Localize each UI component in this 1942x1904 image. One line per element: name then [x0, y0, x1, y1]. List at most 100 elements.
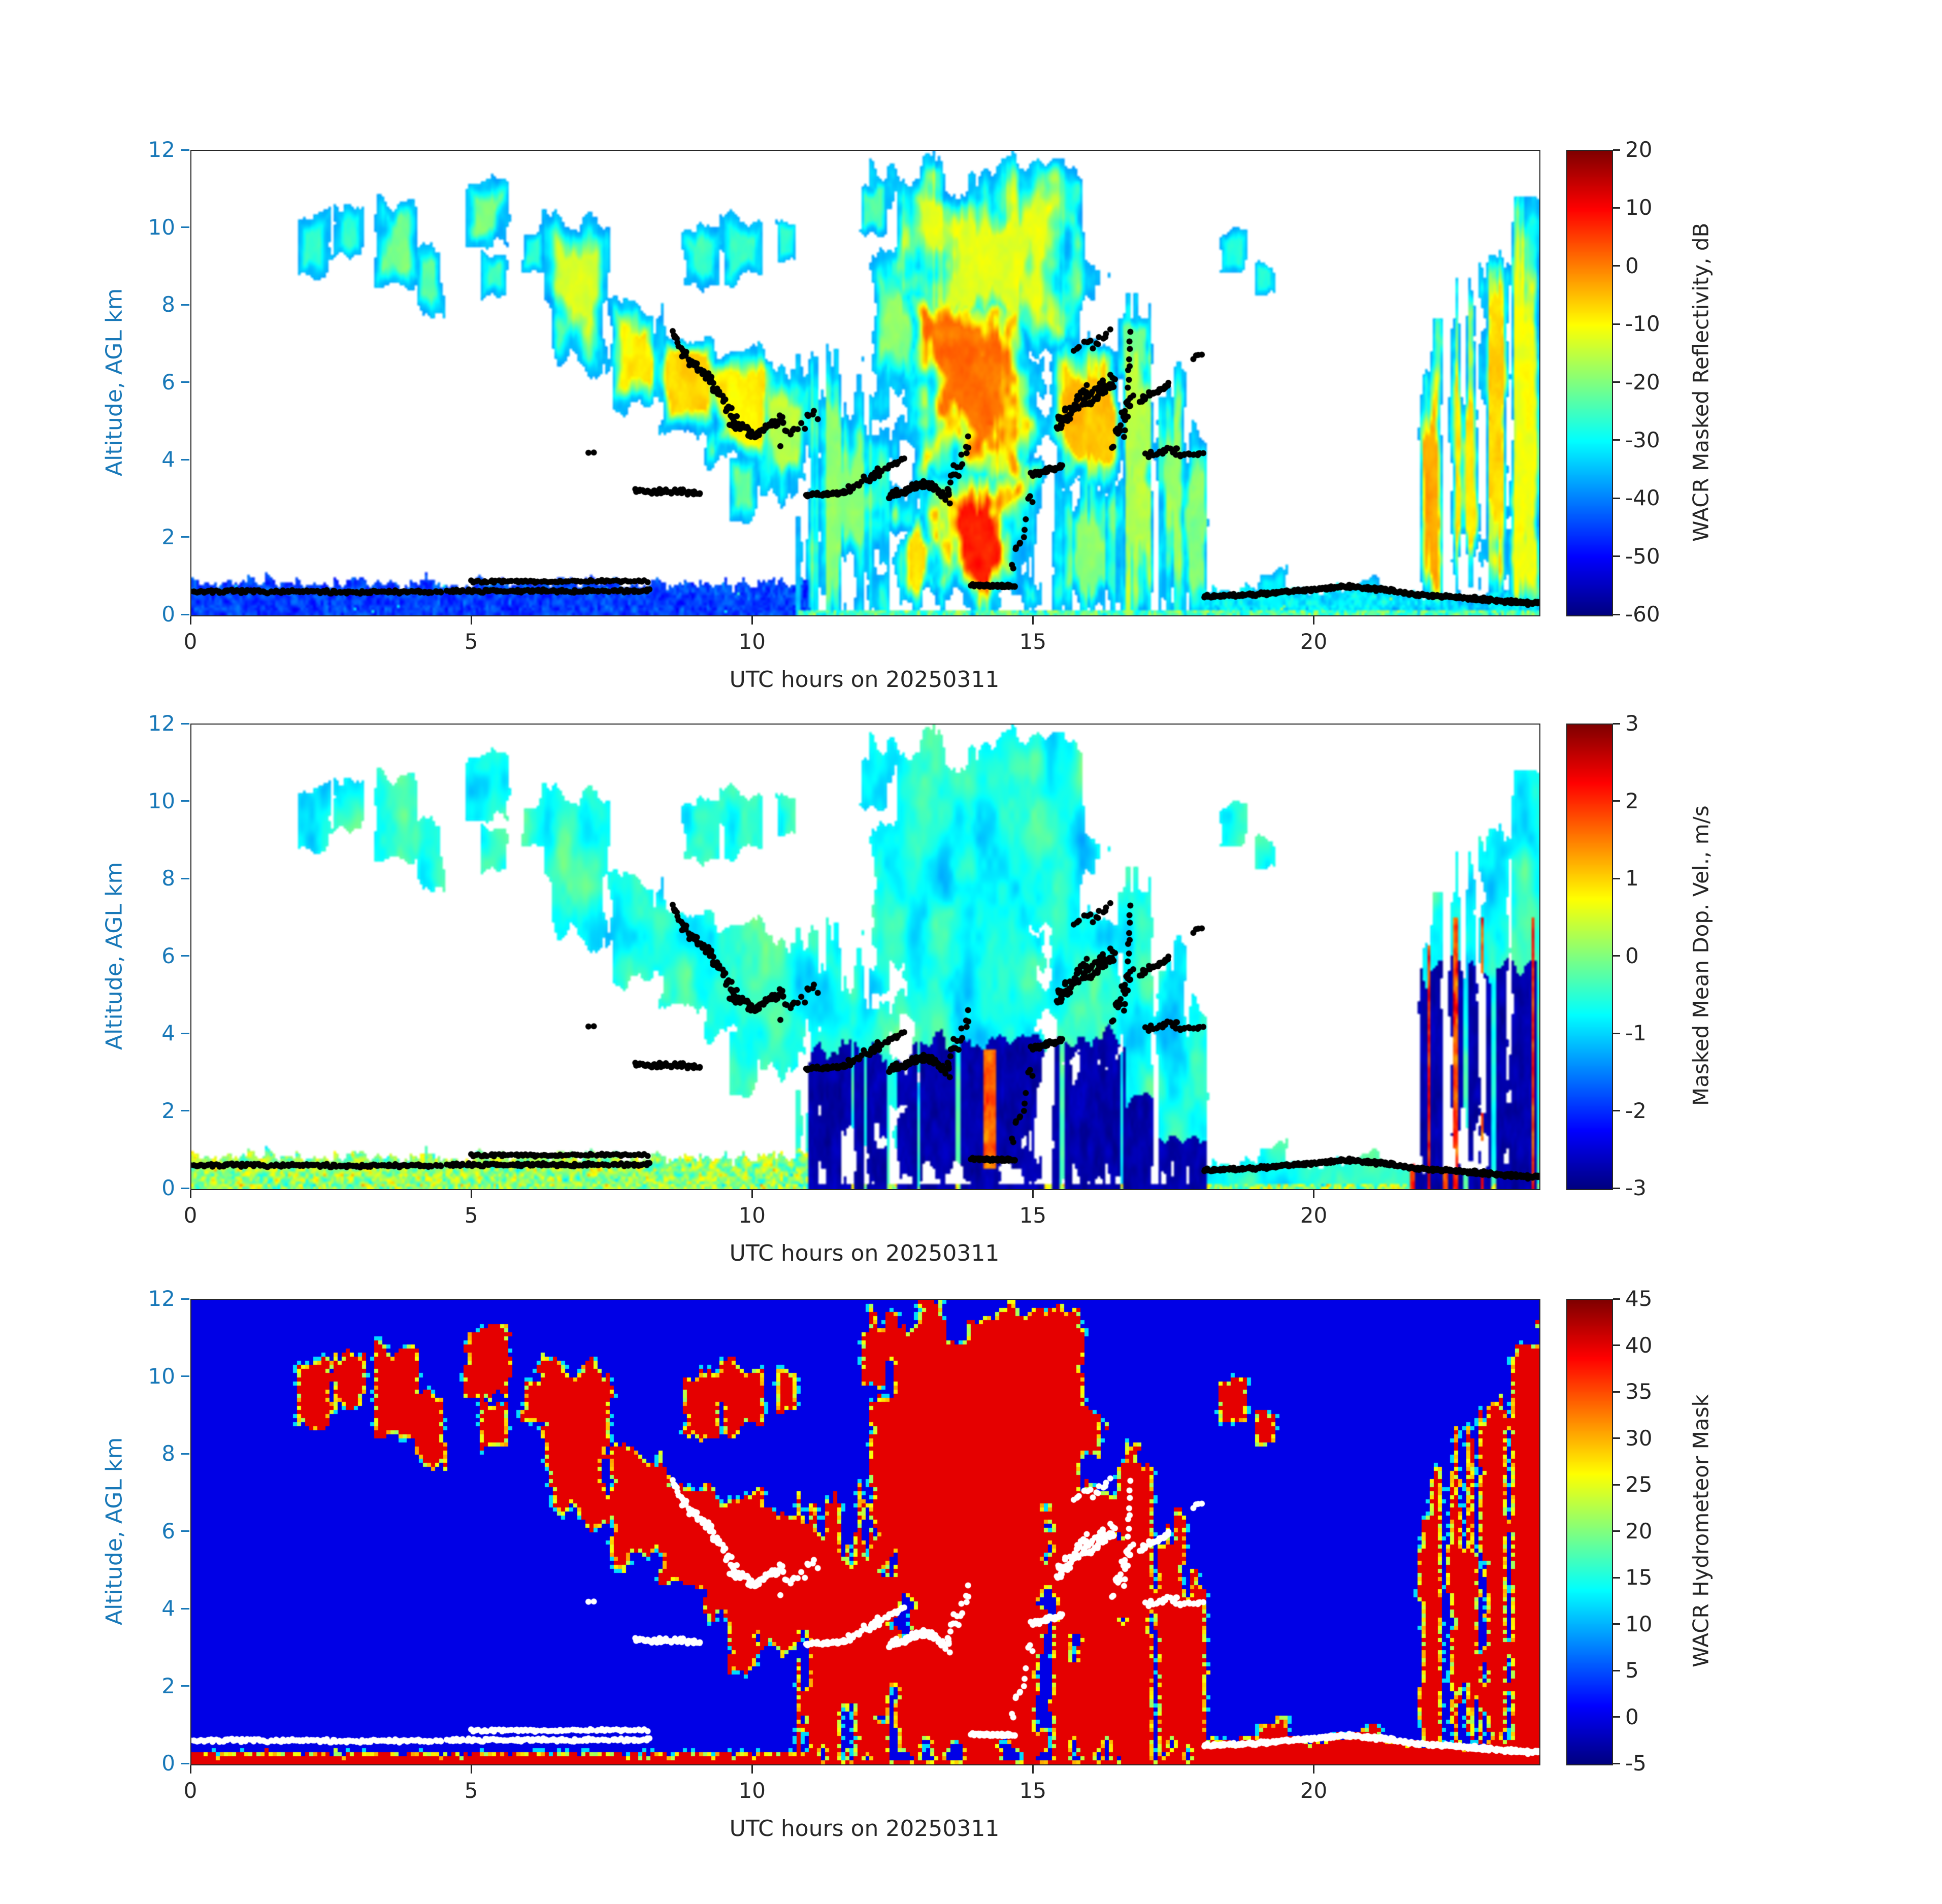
colorbar-tick-mark	[1613, 1577, 1620, 1579]
colorbar-tick-label: 20	[1625, 137, 1653, 162]
colorbar-gradient-canvas	[1567, 1300, 1612, 1764]
x-tick-mark	[189, 1190, 191, 1198]
x-tick-mark	[1032, 1765, 1034, 1774]
x-tick-mark	[751, 1190, 753, 1198]
y-tick-mark	[181, 723, 189, 725]
y-tick-mark	[181, 1607, 189, 1610]
x-tick-label: 5	[464, 1778, 478, 1803]
x-tick-mark	[1032, 1190, 1034, 1198]
colorbar-tick-mark	[1613, 1530, 1620, 1532]
y-tick-mark	[181, 1685, 189, 1687]
x-tick-label: 15	[1019, 629, 1047, 654]
colorbar-tick-mark	[1613, 497, 1620, 499]
y-tick-label: 8	[161, 866, 175, 891]
colorbar-tick-mark	[1613, 323, 1620, 325]
y-tick-label: 2	[161, 1098, 175, 1123]
panel-hydrometeor-mask: Altitude, AGL km UTC hours on 20250311 W…	[0, 1286, 1942, 1883]
colorbar-tick-label: -3	[1625, 1175, 1647, 1200]
colorbar-tick-mark	[1613, 265, 1620, 267]
x-tick-label: 20	[1300, 629, 1328, 654]
colorbar-tick-mark	[1613, 1298, 1620, 1300]
y-tick-mark	[181, 458, 189, 461]
colorbar-tick-label: 0	[1625, 1704, 1639, 1729]
x-axis-label: UTC hours on 20250311	[729, 1816, 1000, 1842]
x-tick-label: 15	[1019, 1778, 1047, 1803]
y-tick-label: 8	[161, 1441, 175, 1466]
colorbar-tick-mark	[1613, 613, 1620, 615]
colorbar-tick-label: 3	[1625, 711, 1639, 736]
y-tick-label: 4	[161, 447, 175, 472]
mask-plot-area	[190, 1299, 1540, 1765]
y-tick-label: 0	[161, 602, 175, 627]
x-tick-mark	[470, 1190, 472, 1198]
y-tick-mark	[181, 877, 189, 879]
colorbar-tick-mark	[1613, 1032, 1620, 1034]
panel-doppler-velocity: Altitude, AGL km UTC hours on 20250311 M…	[0, 711, 1942, 1307]
x-tick-label: 5	[464, 1203, 478, 1228]
colorbar-tick-label: 35	[1625, 1379, 1653, 1404]
y-tick-mark	[181, 226, 189, 228]
velocity-plot-area	[190, 724, 1540, 1190]
mask-colorbar	[1566, 1299, 1613, 1765]
x-tick-mark	[189, 1765, 191, 1774]
y-tick-mark	[181, 955, 189, 957]
colorbar-tick-mark	[1613, 1623, 1620, 1625]
y-tick-label: 2	[161, 1673, 175, 1698]
y-tick-label: 0	[161, 1175, 175, 1200]
colorbar-tick-label: -30	[1625, 427, 1660, 452]
x-tick-label: 5	[464, 629, 478, 654]
colorbar-tick-mark	[1613, 955, 1620, 957]
colorbar-tick-mark	[1613, 439, 1620, 441]
velocity-heatmap-canvas	[191, 725, 1539, 1189]
velocity-colorbar	[1566, 724, 1613, 1190]
colorbar-tick-label: 40	[1625, 1332, 1653, 1358]
y-tick-label: 2	[161, 524, 175, 549]
colorbar-tick-mark	[1613, 1344, 1620, 1346]
colorbar-tick-mark	[1613, 800, 1620, 802]
x-tick-mark	[1313, 1190, 1314, 1198]
y-tick-label: 12	[148, 711, 175, 736]
colorbar-tick-label: -50	[1625, 543, 1660, 569]
x-tick-label: 0	[183, 1778, 198, 1803]
x-tick-label: 15	[1019, 1203, 1047, 1228]
colorbar-tick-mark	[1613, 1110, 1620, 1111]
y-tick-mark	[181, 613, 189, 615]
colorbar-tick-label: -20	[1625, 369, 1660, 395]
x-tick-label: 10	[738, 1203, 766, 1228]
colorbar-tick-mark	[1613, 1762, 1620, 1764]
y-tick-mark	[181, 1762, 189, 1764]
x-tick-mark	[1032, 616, 1034, 625]
colorbar-tick-label: -2	[1625, 1098, 1647, 1123]
colorbar-tick-label: 30	[1625, 1425, 1653, 1451]
colorbar-tick-mark	[1613, 149, 1620, 151]
y-tick-mark	[181, 1032, 189, 1034]
reflectivity-plot-area	[190, 150, 1540, 616]
x-tick-mark	[1313, 1765, 1314, 1774]
x-tick-label: 10	[738, 1778, 766, 1803]
x-tick-mark	[1313, 616, 1314, 625]
colorbar-tick-label: 20	[1625, 1518, 1653, 1544]
x-tick-label: 10	[738, 629, 766, 654]
y-tick-mark	[181, 536, 189, 538]
y-tick-mark	[181, 381, 189, 383]
y-tick-mark	[181, 1298, 189, 1300]
colorbar-tick-label: 5	[1625, 1658, 1639, 1683]
colorbar-tick-label: 10	[1625, 195, 1653, 220]
colorbar-tick-label: 45	[1625, 1286, 1653, 1311]
x-tick-mark	[470, 1765, 472, 1774]
colorbar-tick-mark	[1613, 1391, 1620, 1393]
reflectivity-heatmap-canvas	[191, 151, 1539, 615]
x-tick-mark	[751, 616, 753, 625]
x-tick-label: 20	[1300, 1203, 1328, 1228]
colorbar-tick-label: 1	[1625, 866, 1639, 891]
y-tick-label: 10	[148, 788, 175, 813]
colorbar-tick-label: 0	[1625, 253, 1639, 278]
colorbar-tick-mark	[1613, 1187, 1620, 1189]
colorbar-tick-mark	[1613, 381, 1620, 383]
colorbar-tick-label: -5	[1625, 1751, 1647, 1776]
colorbar-tick-label: -1	[1625, 1021, 1647, 1045]
y-tick-label: 10	[148, 214, 175, 240]
colorbar-tick-label: -40	[1625, 485, 1660, 511]
y-tick-label: 0	[161, 1751, 175, 1776]
